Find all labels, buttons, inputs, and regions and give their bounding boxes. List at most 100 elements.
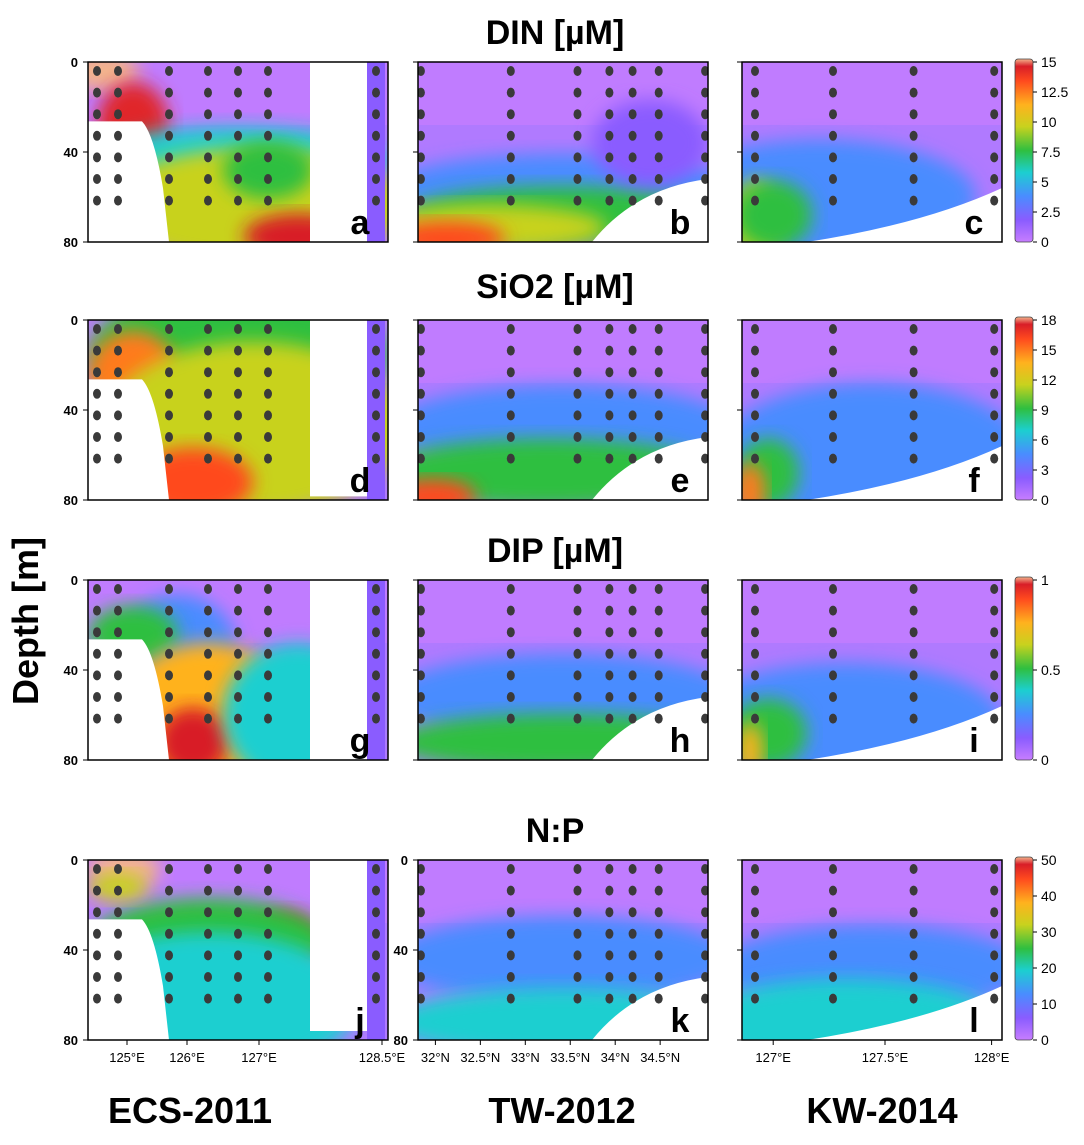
sample-point xyxy=(701,174,708,184)
sample-point xyxy=(829,152,837,163)
sample-point xyxy=(751,584,759,594)
sample-point xyxy=(234,174,242,184)
sample-point xyxy=(990,130,999,141)
sample-point xyxy=(264,605,272,616)
sample-point xyxy=(372,993,380,1004)
sample-point xyxy=(204,109,212,120)
sample-point xyxy=(605,152,614,163)
sample-point xyxy=(751,410,759,421)
no-data-mask xyxy=(807,446,1002,500)
sample-point xyxy=(372,972,380,982)
sample-point xyxy=(605,907,614,918)
profile-strip xyxy=(367,860,385,1040)
sample-point xyxy=(165,87,173,98)
sample-point xyxy=(264,627,272,638)
sample-point xyxy=(573,453,582,464)
sample-point xyxy=(506,152,515,163)
sample-point xyxy=(418,109,425,120)
sample-point xyxy=(372,388,380,399)
colorbar-2: 00.51 xyxy=(1014,572,1061,768)
no-data-mask xyxy=(592,977,708,1040)
sample-point xyxy=(605,453,614,464)
surface-layer xyxy=(418,860,708,923)
sample-point xyxy=(990,907,999,918)
sample-point xyxy=(909,152,918,163)
sample-point xyxy=(506,885,515,896)
surface-layer xyxy=(742,62,1002,125)
no-data-mask xyxy=(88,580,367,760)
sample-point xyxy=(165,648,173,659)
sample-point xyxy=(114,692,122,702)
sample-point xyxy=(909,367,918,378)
sample-point xyxy=(114,605,122,616)
sample-point xyxy=(506,972,515,982)
sample-point xyxy=(234,87,242,98)
sample-point xyxy=(204,670,212,681)
sample-point xyxy=(204,993,212,1004)
sample-point xyxy=(628,993,637,1004)
x-tick-label: 127.5°E xyxy=(862,1050,909,1065)
sample-point xyxy=(909,584,918,594)
sample-point xyxy=(751,345,759,356)
sample-point xyxy=(573,432,582,442)
colorbar-tick-label: 20 xyxy=(1041,960,1057,976)
sample-point xyxy=(372,648,380,659)
sample-point xyxy=(909,174,918,184)
sample-point xyxy=(418,864,425,874)
profile-strip xyxy=(367,320,385,500)
sample-point xyxy=(751,648,759,659)
contour-region xyxy=(742,383,1002,500)
sample-point xyxy=(93,367,101,378)
sample-point xyxy=(701,130,708,141)
sample-point xyxy=(372,66,380,76)
sample-point xyxy=(204,713,212,724)
sample-point xyxy=(506,195,515,206)
sample-point xyxy=(114,627,122,638)
sample-point xyxy=(751,670,759,681)
sample-point xyxy=(114,928,122,939)
sample-point xyxy=(204,885,212,896)
heatmap-panel-f: f xyxy=(737,319,1003,501)
sample-point xyxy=(628,195,637,206)
sample-point xyxy=(990,584,999,594)
chart-title: SiO2 [µM] xyxy=(476,268,633,306)
colorbar-tick-label: 30 xyxy=(1041,924,1057,940)
sample-point xyxy=(418,345,425,356)
sample-point xyxy=(93,66,101,76)
sample-point xyxy=(990,972,999,982)
sample-point xyxy=(264,432,272,442)
x-tick-label: 128°E xyxy=(974,1050,1010,1065)
sample-point xyxy=(372,432,380,442)
sample-point xyxy=(654,885,663,896)
colorbar-tick-label: 15 xyxy=(1041,342,1057,358)
sample-point xyxy=(573,713,582,724)
sample-point xyxy=(264,174,272,184)
sample-point xyxy=(829,367,837,378)
sample-point xyxy=(418,928,425,939)
sample-point xyxy=(93,713,101,724)
sample-point xyxy=(654,324,663,334)
sample-point xyxy=(506,87,515,98)
x-tick-label: 127°E xyxy=(241,1050,277,1065)
sample-point xyxy=(418,972,425,982)
panel-letter: i xyxy=(969,722,978,760)
sample-point xyxy=(701,928,708,939)
sample-point xyxy=(654,972,663,982)
sample-point xyxy=(605,388,614,399)
sample-point xyxy=(751,388,759,399)
sample-point xyxy=(829,410,837,421)
sample-point xyxy=(990,605,999,616)
sample-point xyxy=(701,907,708,918)
sample-point xyxy=(506,432,515,442)
contour-region xyxy=(223,141,313,199)
sample-point xyxy=(204,174,212,184)
sample-point xyxy=(418,670,425,681)
surface-layer xyxy=(742,320,1002,383)
sample-point xyxy=(234,152,242,163)
sample-point xyxy=(418,885,425,896)
sample-point xyxy=(990,648,999,659)
sample-point xyxy=(372,670,380,681)
sample-point xyxy=(234,432,242,442)
sample-point xyxy=(990,713,999,724)
